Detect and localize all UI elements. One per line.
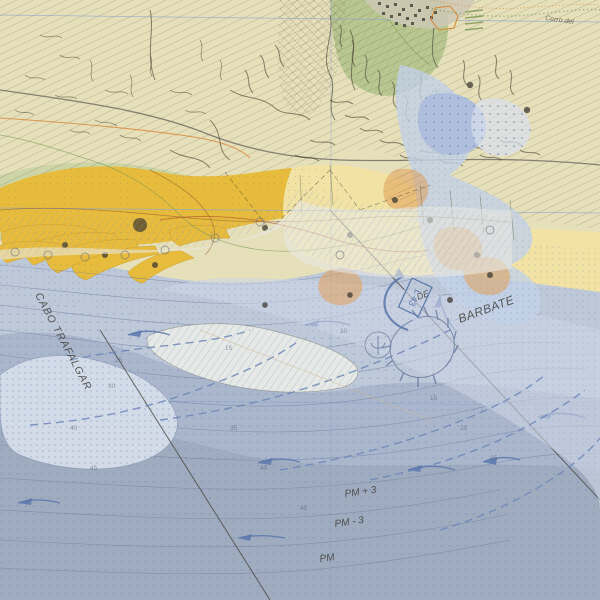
svg-text:15: 15 <box>430 395 438 402</box>
svg-text:45: 45 <box>90 465 98 472</box>
svg-text:30: 30 <box>108 383 116 390</box>
svg-text:25: 25 <box>115 357 123 364</box>
svg-text:20: 20 <box>460 425 468 432</box>
svg-text:40: 40 <box>70 425 78 432</box>
svg-text:35: 35 <box>230 425 238 432</box>
svg-text:45: 45 <box>300 505 308 512</box>
svg-text:10: 10 <box>340 328 348 335</box>
svg-text:15: 15 <box>225 345 233 352</box>
svg-text:40: 40 <box>260 465 268 472</box>
svg-text:25: 25 <box>490 455 498 462</box>
svg-text:PM: PM <box>319 552 336 565</box>
